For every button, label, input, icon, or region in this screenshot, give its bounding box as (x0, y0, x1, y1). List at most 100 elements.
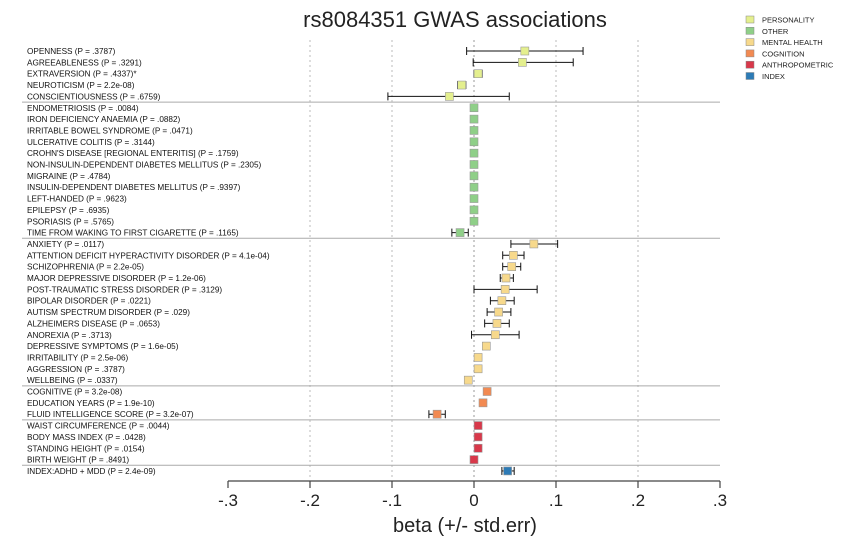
legend-label: COGNITION (762, 49, 805, 58)
row-label: INSULIN-DEPENDENT DIABETES MELLITUS (P =… (27, 183, 241, 192)
x-tick-label: .1 (549, 491, 563, 510)
estimate-point (503, 466, 512, 476)
legend-swatch (745, 49, 755, 58)
row-label: WAIST CIRCUMFERENCE (P = .0044) (27, 422, 170, 431)
estimate-point (520, 46, 530, 56)
estimate-point (455, 228, 465, 237)
x-tick-label: -.2 (300, 491, 320, 510)
estimate-point (482, 387, 492, 396)
row-label: IRRITABLE BOWEL SYNDROME (P = .0471) (27, 126, 193, 135)
row-labels: OPENNESS (P = .3787) AGREEABLENESS (P = .… (27, 47, 270, 476)
estimate-point (469, 455, 479, 464)
estimate-point (473, 421, 483, 430)
row-label: ENDOMETRIOSIS (P = .0084) (27, 104, 139, 113)
row-label: CONSCIENTIOUSNESS (P = .6759) (27, 92, 161, 101)
estimate-point (469, 103, 479, 113)
estimate-point (445, 92, 454, 101)
estimate-point (473, 69, 483, 78)
estimate-point (469, 126, 479, 135)
row-label: DEPRESSIVE SYMPTOMS (P = 1.6e-05) (27, 342, 179, 351)
estimate-point (473, 443, 483, 453)
legend-label: OTHER (762, 27, 789, 36)
estimates (387, 46, 584, 476)
row-label: BIRTH WEIGHT (P = .8491) (27, 456, 129, 465)
legend-swatch (745, 38, 755, 46)
x-tick-label: .2 (631, 491, 645, 510)
legend-label: INDEX (762, 72, 785, 81)
estimate-point (473, 353, 483, 362)
row-label: MIGRAINE (P = .4784) (27, 172, 111, 181)
estimate-point (491, 330, 500, 340)
row-label: SCHIZOPHRENIA (P = 2.2e-05) (27, 263, 144, 272)
row-label: MAJOR DEPRESSIVE DISORDER (P = 1.2e-06) (27, 274, 206, 283)
estimate-point (469, 216, 479, 226)
row-label: EPILEPSY (P = .6935) (27, 206, 110, 215)
estimate-point (481, 341, 491, 351)
x-axis: -.3 -.2 -.1 0 .1 .2 .3 (218, 480, 727, 510)
row-label: OPENNESS (P = .3787) (27, 47, 116, 56)
chart-title: rs8084351 GWAS associations (303, 7, 607, 32)
row-label: POST-TRAUMATIC STRESS DISORDER (P = .312… (27, 285, 222, 294)
row-label: FLUID INTELLIGENCE SCORE (P = 3.2e-07) (27, 410, 194, 419)
row-label: IRON DEFICIENCY ANAEMIA (P = .0882) (27, 115, 181, 124)
estimate-point (469, 137, 479, 147)
estimate-point (457, 80, 467, 90)
row-label: BIPOLAR DISORDER (P = .0221) (27, 297, 151, 306)
row-label: COGNITIVE (P = 3.2e-08) (27, 388, 122, 397)
legend: PERSONALITY OTHER MENTAL HEALTH COGNITION AN… (745, 15, 834, 81)
row-label: STANDING HEIGHT (P = .0154) (27, 444, 145, 453)
row-label: ANOREXIA (P = .3713) (27, 331, 112, 340)
row-label: ANXIETY (P = .0117) (27, 240, 104, 249)
estimate-point (497, 296, 507, 306)
row-label: ATTENTION DEFICIT HYPERACTIVITY DISORDER… (27, 251, 270, 260)
estimate-point (529, 239, 539, 249)
estimate-point (469, 182, 479, 192)
row-label: NEUROTICISM (P = 2.2e-08) (27, 81, 135, 90)
estimate-point (507, 262, 517, 271)
estimate-point (469, 114, 479, 124)
row-label: INDEX:ADHD + MDD (P = 2.4e-09) (27, 467, 156, 476)
estimate-point (469, 160, 479, 169)
x-tick-label: -.1 (382, 491, 402, 510)
row-label: IRRITABILITY (P = 2.5e-06) (27, 353, 129, 362)
x-tick-label: -.3 (218, 491, 238, 510)
estimate-point (473, 432, 483, 442)
x-tick-label: 0 (469, 491, 478, 510)
estimate-point (473, 364, 483, 374)
estimate-point (492, 319, 502, 328)
row-label: WELLBEING (P = .0337) (27, 376, 118, 385)
row-label: EXTRAVERSION (P = .4337)* (27, 70, 137, 79)
estimate-point (500, 285, 510, 294)
estimate-point (501, 273, 511, 283)
row-label: BODY MASS INDEX (P = .0428) (27, 433, 146, 442)
row-label: TIME FROM WAKING TO FIRST CIGARETTE (P =… (27, 229, 239, 238)
row-label: AGREEABLENESS (P = .3291) (27, 58, 142, 67)
estimate-point (469, 205, 479, 215)
legend-label: PERSONALITY (762, 16, 815, 25)
estimate-point (463, 375, 473, 385)
estimate-point (509, 251, 518, 260)
row-label: PSORIASIS (P = .5765) (27, 217, 114, 226)
legend-label: MENTAL HEALTH (762, 38, 823, 47)
estimate-point (432, 409, 442, 419)
row-label: NON-INSULIN-DEPENDENT DIABETES MELLITUS … (27, 161, 262, 170)
group-separators (22, 101, 720, 466)
legend-swatch (745, 60, 755, 69)
legend-swatch (745, 27, 755, 35)
legend-swatch (745, 72, 755, 80)
estimate-point (518, 58, 527, 67)
row-label: CROHN'S DISEASE [REGIONAL ENTERITIS] (P … (27, 149, 239, 158)
x-tick-label: .3 (713, 491, 727, 510)
estimate-point (478, 398, 488, 408)
estimate-point (469, 194, 479, 203)
legend-label: ANTHROPOMETRIC (762, 61, 834, 70)
estimate-point (494, 307, 503, 317)
legend-swatch (745, 15, 755, 24)
row-label: AUTISM SPECTRUM DISORDER (P = .029) (27, 308, 190, 317)
row-label: ULCERATIVE COLITIS (P = .3144) (27, 138, 155, 147)
estimate-point (469, 148, 479, 158)
row-label: ALZHEIMERS DISEASE (P = .0653) (27, 319, 160, 328)
row-label: LEFT-HANDED (P = .9623) (27, 195, 127, 204)
row-label: AGGRESSION (P = .3787) (27, 365, 125, 374)
